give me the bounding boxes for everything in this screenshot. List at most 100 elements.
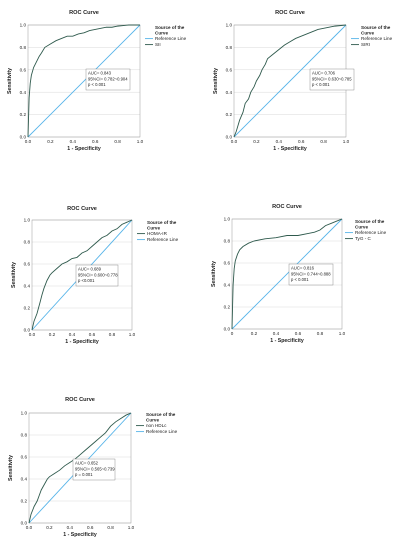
x-tick-label: 0.8 [107,525,114,530]
legend-title: Source of the Curve [147,220,177,230]
y-tick-label: 0.6 [24,262,31,267]
auc-annotation: 95%CI= 0.782~0.904 [88,76,128,81]
chart-title: ROC Curve [65,397,95,403]
legend-title-line: Curve [361,30,374,35]
legend-entry: TyG - C [355,236,372,241]
x-tick-label: 0.0 [231,139,238,144]
auc-annotation: AUC= 0.689 [78,267,102,272]
roc-chart-5: ROC Curve 0.0 0.2 0.4 0.6 0.8 1.0 0.0 0.2 0.4 0.6 0… [8,397,178,538]
chart-title: ROC Curve [275,10,305,16]
y-axis-label: Sensitivity [213,68,219,94]
auc-box [72,458,116,481]
roc-curve [28,412,132,524]
y-tick-label: 0.4 [21,477,28,482]
legend-title-line: Curve [355,224,368,229]
y-tick-label: 0.4 [20,90,27,95]
x-tick-label: 0.4 [276,139,283,144]
auc-box [85,68,131,91]
y-axis-label: Sensitivity [211,261,217,287]
legend-entry: Reference Line [155,36,187,41]
y-tick-label: 0.0 [24,328,31,333]
legend-title-line: Curve [147,225,160,230]
roc-chart-2: ROC Curve 0.0 0.2 0.4 0.6 0.8 1.0 0.0 0.2 0.4 0.6 0… [213,10,393,152]
plot-frame [27,24,141,138]
x-tick-label: 0.4 [69,332,76,337]
legend-title-line: Source of the [361,25,391,30]
y-tick-label: 0.8 [24,240,31,245]
legend-title: Source of the Curve [155,25,185,35]
legend-title: Source of the Curve [355,219,385,229]
legend-entry: SIRI [361,42,370,47]
legend-title-line: Source of the [155,25,185,30]
auc-annotation: 95%CI= 0.630~0.785 [312,76,352,81]
x-tick-label: 0.6 [92,139,99,144]
y-axis-label: Sensitivity [8,455,14,481]
y-tick-label: 0.8 [21,433,28,438]
x-tick-label: 0.8 [317,331,324,336]
y-tick-label: 0.6 [224,261,231,266]
x-tick-label: 0.2 [47,139,54,144]
x-axis-label: 1 - Specificity [270,338,304,344]
y-tick-label: 0.0 [226,135,233,140]
legend-entry: Reference Line [361,36,393,41]
roc-chart-3: ROC Curve 0.0 0.2 0.4 0.6 0.8 1.0 0.0 0.2 0.4 0.6 0… [11,206,179,345]
y-axis-label: Sensitivity [11,262,17,288]
x-tick-label: 0.2 [49,332,56,337]
auc-annotation: 95%CI= 0.744~0.888 [291,271,331,276]
y-tick-label: 0.2 [21,499,28,504]
y-tick-label: 0.0 [224,327,231,332]
x-tick-label: 0.4 [70,139,77,144]
x-tick-label: 1.0 [339,331,346,336]
auc-annotation: AUC= 0.706 [312,71,336,76]
y-tick-label: 0.4 [224,283,231,288]
y-tick-label: 1.0 [20,23,27,28]
x-axis-label: 1 - Specificity [273,146,307,152]
x-tick-label: 0.2 [251,331,258,336]
x-axis-label: 1 - Specificity [65,339,99,345]
x-axis-label: 1 - Specificity [63,532,97,538]
roc-curve [27,24,140,138]
legend-entry: non HDLc [146,423,167,428]
legend-title-line: Source of the [355,219,385,224]
x-tick-label: 1.0 [129,332,136,337]
legend-entry: Reference Line [147,237,179,242]
auc-annotation: 95%CI= 0.600~0.778 [78,272,118,277]
x-tick-label: 1.0 [343,139,350,144]
x-tick-label: 1.0 [128,525,135,530]
legend-title: Source of the Curve [361,25,391,35]
legend-title-line: Curve [155,30,168,35]
y-axis-label: Sensitivity [7,68,13,94]
auc-annotation: AUC= 0.652 [75,461,99,466]
x-tick-label: 0.0 [26,525,33,530]
x-tick-label: 0.0 [25,139,32,144]
legend-entry: SII [155,42,161,47]
roc-curve [233,24,347,138]
x-axis-label: 1 - Specificity [67,146,101,152]
y-tick-label: 0.0 [21,521,28,526]
y-tick-label: 0.4 [226,90,233,95]
y-tick-label: 0.8 [224,239,231,244]
x-tick-label: 0.2 [46,525,53,530]
plot-frame [31,219,133,331]
y-tick-label: 0.6 [20,67,27,72]
x-tick-label: 0.8 [320,139,327,144]
auc-annotation: p < 0.001 [312,82,330,87]
x-tick-label: 0.2 [253,139,260,144]
legend-entry: Reference Line [355,230,387,235]
reference-line [233,24,347,138]
auc-annotation: p < 0.001 [291,277,309,282]
auc-box [75,264,119,287]
chart-title: ROC Curve [272,204,302,210]
legend-title: Source of the Curve [146,412,176,422]
auc-box [288,263,334,286]
auc-annotation: p = 0.001 [75,472,93,477]
x-tick-label: 0.4 [67,525,74,530]
legend-entry: HOMA-IR [147,231,168,236]
legend-entry: Reference Line [146,429,178,434]
chart-title: ROC Curve [67,206,97,212]
y-tick-label: 0.0 [20,135,27,140]
reference-line [27,24,141,138]
y-tick-label: 0.2 [20,112,27,117]
x-tick-label: 1.0 [137,139,144,144]
